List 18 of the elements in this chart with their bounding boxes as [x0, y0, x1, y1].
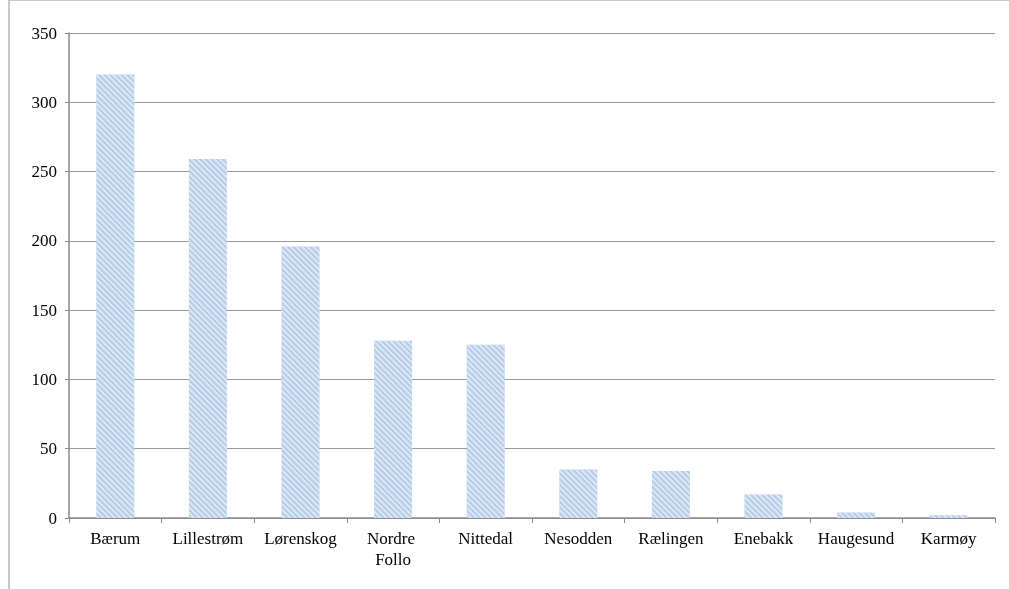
y-tick-label: 300 [31, 92, 57, 112]
x-tick-label: Lillestrøm [172, 529, 244, 548]
x-tick-label: Lørenskog [264, 529, 338, 548]
y-tick-label: 150 [31, 300, 57, 320]
x-tick-label: Enebakk [733, 529, 794, 548]
x-tick-label: Nesodden [544, 529, 613, 548]
y-tick-label: 50 [40, 439, 57, 459]
y-tick-label: 0 [48, 508, 57, 528]
y-tick-label: 100 [31, 369, 57, 389]
x-tick-label: Bærum [90, 529, 141, 548]
y-tick-label: 250 [31, 162, 57, 182]
x-tick-label: Rælingen [638, 529, 704, 548]
y-tick-label: 350 [31, 23, 57, 43]
x-tick-label: Haugesund [817, 529, 895, 548]
y-tick-label: 200 [31, 231, 57, 251]
x-tick-label: Nittedal [458, 529, 514, 548]
x-tick-label: Karmøy [920, 529, 978, 548]
x-tick-label: Nordre Follo [366, 529, 420, 569]
